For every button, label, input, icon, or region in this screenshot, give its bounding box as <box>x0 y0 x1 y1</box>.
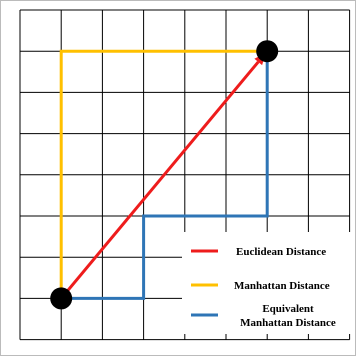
points-layer <box>50 40 279 310</box>
legend-label-equivalent-line2: Manhattan Distance <box>240 317 336 329</box>
start-point <box>50 287 73 310</box>
equivalent-manhattan-path <box>61 51 269 300</box>
legend-label-equivalent-line1: Equivalent <box>262 303 314 315</box>
euclidean-path <box>60 60 260 300</box>
legend: Euclidean Distance Manhattan Distance Eq… <box>182 232 352 334</box>
end-point <box>256 40 279 63</box>
legend-background <box>182 232 352 334</box>
legend-label-manhattan: Manhattan Distance <box>234 280 330 292</box>
legend-label-euclidean: Euclidean Distance <box>236 246 326 258</box>
paths-layer <box>59 49 269 300</box>
manhattan-path <box>59 49 268 299</box>
